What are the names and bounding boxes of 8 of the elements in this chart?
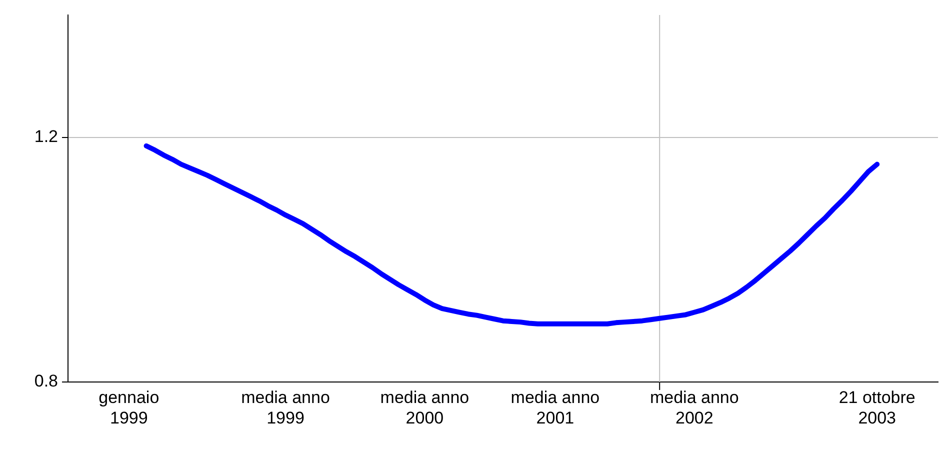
x-tick-label: media anno 2000 xyxy=(380,388,470,428)
x-tick-label: media anno 2001 xyxy=(510,388,600,428)
y-tick-label: 0.8 xyxy=(34,372,58,391)
y-tick-label: 1.2 xyxy=(34,127,58,146)
x-tick-label: media anno 1999 xyxy=(241,388,330,428)
x-tick-label: 21 ottobre 2003 xyxy=(838,388,916,428)
x-tick-label: gennaio 1999 xyxy=(98,388,160,428)
x-tick-label: media anno 2002 xyxy=(650,388,739,428)
